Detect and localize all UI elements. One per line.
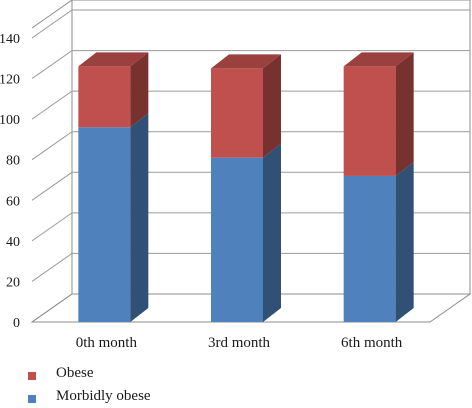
legend-item-obese: Obese: [28, 362, 151, 385]
y-tick-label: 140: [0, 32, 20, 47]
bar-front-face: [78, 66, 131, 128]
x-category-label: 6th month: [341, 335, 403, 351]
bar-front-face: [211, 68, 263, 158]
floor: [30, 293, 472, 323]
bar-segment: [343, 52, 414, 176]
y-tick-label: 80: [6, 154, 20, 169]
x-category-label: 3rd month: [208, 335, 271, 351]
gridline: [31, 252, 470, 282]
y-tick-label: 100: [0, 113, 20, 128]
gridlines: [31, 9, 470, 282]
bar-top-face: [78, 52, 149, 67]
gridline: [31, 171, 470, 201]
y-tick-label: 40: [6, 235, 20, 250]
bar-side-face: [263, 54, 281, 158]
gridline: [31, 131, 470, 161]
gridline: [31, 9, 470, 39]
bar-top-face: [343, 52, 414, 67]
legend-item-morbidly-obese: Morbidly obese: [28, 385, 151, 408]
y-tick-label: 120: [0, 73, 20, 88]
y-axis-ticks: 0 20 40 60 80 100 120 140: [0, 32, 20, 331]
bars: [78, 52, 414, 322]
back-wall: [72, 0, 471, 294]
bar-front-face: [211, 157, 263, 322]
x-axis-categories: 0th month 3rd month 6th month: [76, 335, 403, 351]
bar-side-face: [130, 52, 149, 128]
y-tick-label: 0: [13, 316, 20, 331]
legend-label-morbidly-obese: Morbidly obese: [56, 388, 151, 404]
side-wall: [31, 0, 73, 323]
chart-walls: [30, 0, 472, 323]
bar-segment: [211, 54, 281, 158]
y-tick-label: 20: [6, 275, 20, 290]
bar-segment: [78, 52, 149, 128]
bar-side-face: [130, 113, 149, 322]
legend: Obese Morbidly obese: [28, 362, 151, 408]
bar-side-face: [263, 143, 281, 322]
legend-swatch-obese: [28, 372, 36, 380]
bar-front-face: [78, 127, 131, 322]
bar-segment: [78, 113, 149, 322]
legend-label-obese: Obese: [56, 365, 94, 381]
x-category-label: 0th month: [76, 335, 138, 351]
gridline: [31, 212, 470, 242]
bar-front-face: [343, 175, 396, 322]
bar-segment: [211, 143, 281, 322]
bar-side-face: [395, 161, 414, 322]
legend-swatch-morbidly-obese: [28, 395, 36, 403]
bar-side-face: [395, 52, 414, 176]
gridline: [31, 90, 470, 120]
gridline: [31, 50, 470, 79]
bar-front-face: [343, 66, 396, 176]
bar-segment: [343, 161, 414, 322]
bar-top-face: [211, 54, 281, 69]
y-tick-label: 60: [6, 194, 20, 209]
